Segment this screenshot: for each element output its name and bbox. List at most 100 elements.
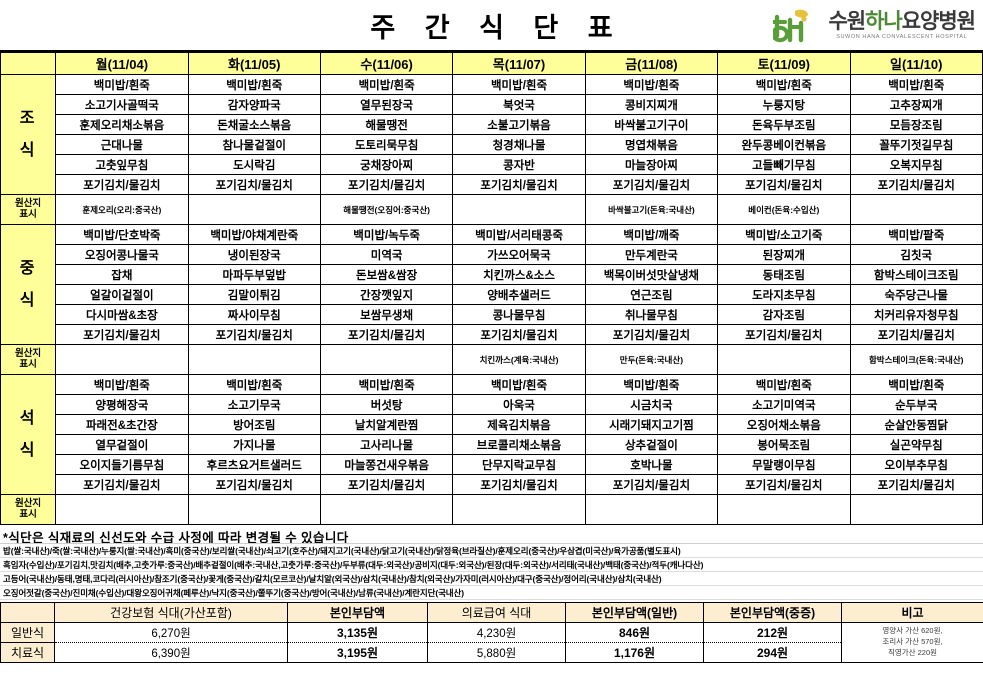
origin-note-line-2: 흑임자(수입산)/포기김치,맛김치(배추,고춧가루:중국산)/배추겉절이(배추:…: [0, 558, 983, 572]
dish-cell: 아욱국: [452, 394, 586, 415]
dish-cell: 포기김치/물김치: [584, 474, 719, 495]
dish-cell: 포기김치/물김치: [717, 174, 851, 195]
dish-cell: 백미밥/흰죽: [319, 74, 454, 95]
day-header-thu: 목(11/07): [452, 52, 586, 75]
menu-row: 얼갈이겉절이 김말이튀김 간장깻잎지 양배추샐러드 연근조림 도라지초무침 숙주당근나물: [1, 284, 983, 305]
dish-cell: 백미밥/흰죽: [55, 74, 189, 95]
dish-cell: 명엽채볶음: [584, 134, 719, 155]
dish-cell: 백미밥/흰죽: [584, 374, 719, 395]
dish-cell: 포기김치/물김치: [319, 174, 454, 195]
origin-cell: 함박스테이크(돈육:국내산): [849, 344, 983, 375]
dish-cell: 만두계란국: [584, 244, 719, 265]
dish-cell: 해물땡전: [319, 114, 454, 135]
dish-cell: 포기김치/물김치: [849, 474, 983, 495]
price-row-label: 치료식: [0, 642, 55, 663]
menu-row: 다시마쌈&초장 짜사이무침 보쌈무생채 콩나물무침 취나물무침 감자조림 치커리유자청무침: [1, 304, 983, 325]
dish-cell: 연근조림: [584, 284, 719, 305]
dish-cell: 방어조림: [187, 414, 321, 435]
dish-cell: 백미밥/녹두죽: [319, 224, 454, 245]
origin-cell: [849, 194, 983, 225]
dish-cell: 백미밥/깨죽: [584, 224, 719, 245]
origin-cell: [717, 344, 851, 375]
origin-label-lunch: 원산지 표시: [0, 344, 57, 375]
dish-cell: 소고기무국: [187, 394, 321, 415]
dish-cell: 오복지무침: [849, 154, 983, 175]
origin-row: 원산지 표시: [0, 494, 983, 525]
origin-label-line: 원산지: [14, 497, 42, 509]
origin-label-line: 표시: [19, 208, 37, 220]
dish-cell: 시래기돼지고기찜: [584, 414, 719, 435]
price-header-copay-severe: 본인부담액(중증): [703, 602, 842, 623]
dish-cell: 양평해장국: [55, 394, 189, 415]
dish-cell: 참나물겉절이: [187, 134, 321, 155]
dish-cell: 오이부추무침: [849, 454, 983, 475]
meal-label-char: 중: [19, 259, 37, 277]
hospital-logo-text: 수원하나요양병원 SUWON HANA CONVALESCENT HOSPITA…: [828, 10, 976, 41]
menu-row: 근대나물 참나물겉절이 도토리묵무침 청경채나물 명엽채볶음 완두콩베이컨볶음 꼴뚜기젓길무…: [1, 134, 983, 155]
dish-cell: 된장찌개: [717, 244, 851, 265]
menu-row: 포기김치/물김치 포기김치/물김치 포기김치/물김치 포기김치/물김치 포기김치/물김치…: [1, 474, 983, 495]
dish-cell: 포기김치/물김치: [849, 174, 983, 195]
notes-section: *식단은 식재료의 신선도와 수급 사정에 따라 변경될 수 있습니다 밥(쌀:…: [0, 525, 983, 600]
weekly-menu-table: 월(11/04) 화(11/05) 수(11/06) 목(11/07) 금(11…: [0, 52, 983, 525]
day-header-wed: 수(11/06): [319, 52, 454, 75]
dish-cell: 백미밥/흰죽: [584, 74, 719, 95]
dish-cell: 백미밥/흰죽: [55, 374, 189, 395]
dish-cell: 시금치국: [584, 394, 719, 415]
price-value-cell: 4,230원: [427, 622, 566, 643]
origin-cell: 바싹불고기(돈육:국내산): [584, 194, 719, 225]
dish-cell: 콩나물무침: [452, 304, 586, 325]
origin-label-breakfast: 원산지 표시: [0, 194, 57, 225]
menu-row: 포기김치/물김치 포기김치/물김치 포기김치/물김치 포기김치/물김치 포기김치/물김치…: [1, 324, 983, 345]
dish-cell: 백미밥/흰죽: [452, 374, 586, 395]
dish-cell: 바싹불고기구이: [584, 114, 719, 135]
origin-cell: 만두(돈육:국내산): [584, 344, 719, 375]
meal-label-char: 식: [19, 441, 37, 459]
menu-row: 조 식 백미밥/흰죽 백미밥/흰죽 백미밥/흰죽 백미밥/흰죽 백미밥/흰죽 백미밥/흰죽 백미…: [0, 74, 983, 195]
origin-row: 원산지 표시 치킨까스(계육:국내산) 만두(돈육:국내산) 함박스테이크(돈육:국내산…: [0, 344, 983, 375]
day-header-sun: 일(11/10): [849, 52, 983, 75]
dish-cell: 백미밥/소고기죽: [717, 224, 851, 245]
dish-cell: 백미밥/흰죽: [452, 74, 586, 95]
dish-cell: 포기김치/물김치: [187, 174, 321, 195]
dish-cell: 포기김치/물김치: [319, 474, 454, 495]
menu-row: 잡채 마파두부덮밥 돈보쌈&쌈장 치킨까스&소스 백목이버섯맛살냉채 동태조림 함박스테이크…: [1, 264, 983, 285]
dish-cell: 완두콩베이컨볶음: [717, 134, 851, 155]
origin-note-line-1: 밥(쌀:국내산)/죽(쌀:국내산)/누룽지(쌀:국내산)/흑미(중국산)/보리쌀…: [0, 544, 983, 558]
dish-cell: 포기김치/물김치: [187, 474, 321, 495]
dish-cell: 얼갈이겉절이: [55, 284, 189, 305]
dish-cell: 누룽지탕: [717, 94, 851, 115]
dish-cell: 치킨까스&소스: [452, 264, 586, 285]
logo-prefix: 수원: [828, 10, 866, 34]
price-value-cell: 846원: [565, 622, 704, 643]
dish-cell: 청경채나물: [452, 134, 586, 155]
day-header-tue: 화(11/05): [187, 52, 321, 75]
dish-cell: 가쓰오어묵국: [452, 244, 586, 265]
dish-cell: 모듬장조림: [849, 114, 983, 135]
dish-cell: 포기김치/물김치: [55, 174, 189, 195]
day-header-row: 월(11/04) 화(11/05) 수(11/06) 목(11/07) 금(11…: [0, 52, 983, 75]
menu-change-notice: *식단은 식재료의 신선도와 수급 사정에 따라 변경될 수 있습니다: [0, 525, 983, 544]
dish-cell: 포기김치/물김치: [584, 324, 719, 345]
logo-suffix: 요양병원: [901, 10, 976, 34]
origin-cell: [584, 494, 719, 525]
price-corner-cell: [0, 602, 55, 623]
menu-row: 고춧잎무침 도시락김 궁채장아찌 콩자반 마늘장아찌 고들빼기무침 오복지무침: [1, 154, 983, 175]
dish-cell: 다시마쌈&초장: [55, 304, 189, 325]
menu-table-body: 조 식 백미밥/흰죽 백미밥/흰죽 백미밥/흰죽 백미밥/흰죽 백미밥/흰죽 백미밥/흰죽 백미…: [0, 74, 983, 525]
origin-cell: [55, 344, 189, 375]
dish-cell: 훈제오리채소볶음: [55, 114, 189, 135]
origin-cell: 훈제오리(오리:중국산): [55, 194, 189, 225]
menu-row: 오이지들기름무침 후르츠요거트샐러드 마늘쫑건새우볶음 단무지락교무침 호박나물 무말랭이…: [1, 454, 983, 475]
dish-cell: 후르츠요거트샐러드: [187, 454, 321, 475]
dish-cell: 간장깻잎지: [319, 284, 454, 305]
origin-cell: 베이컨(돈육:수입산): [717, 194, 851, 225]
dish-cell: 양배추샐러드: [452, 284, 586, 305]
price-remarks-cell: 영양사 가산 620원, 조리사 가산 570원, 직영가산 220원: [841, 622, 983, 663]
price-value-cell: 212원: [703, 622, 842, 643]
dish-cell: 포기김치/물김치: [717, 324, 851, 345]
dish-cell: 백미밥/단호박죽: [55, 224, 189, 245]
origin-label-line: 원산지: [14, 347, 42, 359]
